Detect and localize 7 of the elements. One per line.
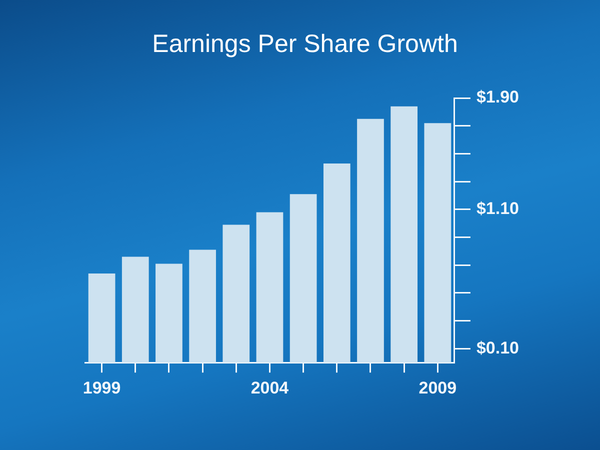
x-tick-label: 2004 (250, 378, 290, 398)
x-tick-label: 1999 (82, 378, 121, 398)
y-tick-label: $1.90 (476, 88, 520, 107)
chart-title: Earnings Per Share Growth (152, 30, 458, 58)
x-tick-label: 2009 (418, 378, 457, 398)
y-tick-label: $0.10 (476, 338, 520, 358)
y-tick-label: $1.10 (476, 199, 520, 218)
